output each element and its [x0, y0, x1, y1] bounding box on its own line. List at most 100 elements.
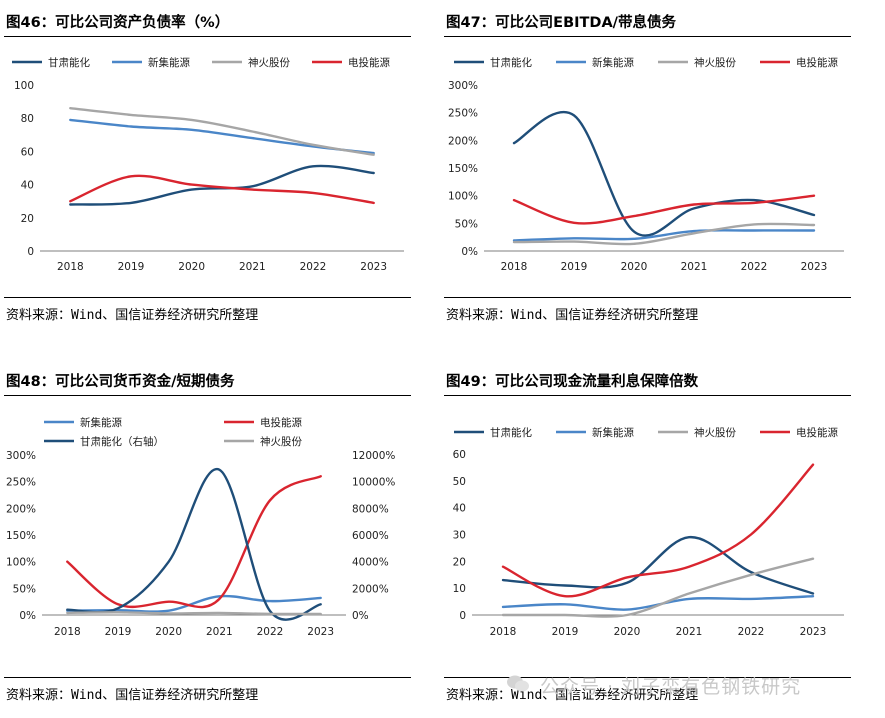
x-tick-label: 2023	[801, 261, 828, 273]
chart-title: 图48：可比公司货币资金/短期债务	[6, 374, 235, 390]
x-tick-label: 2018	[490, 626, 517, 638]
legend-item: 新集能源	[44, 416, 122, 429]
series-line-diantou	[501, 463, 815, 598]
y-tick-label: 0%	[461, 246, 478, 258]
y-tick-label: 300%	[448, 80, 478, 92]
legend-item: 神火股份	[212, 56, 290, 69]
legend-item: 甘肃能化（右轴）	[44, 435, 164, 448]
y-tick-label: 0%	[19, 610, 36, 622]
legend-label: 电投能源	[796, 426, 838, 439]
legend-label: 新集能源	[592, 426, 634, 439]
legend-item: 神火股份	[658, 426, 736, 439]
legend-label: 神火股份	[694, 56, 736, 69]
series-line-gansu	[501, 535, 815, 595]
series-line-xinji	[501, 595, 815, 611]
x-tick-label: 2023	[307, 626, 334, 638]
x-tick-label: 2021	[239, 261, 266, 273]
legend-label: 电投能源	[348, 56, 390, 69]
legend-item: 新集能源	[556, 426, 634, 439]
chart-source: 资料来源：Wind、国信证券经济研究所整理	[6, 308, 259, 323]
y-tick-label: 100%	[6, 557, 36, 569]
x-tick-label: 2021	[206, 626, 233, 638]
legend-label: 甘肃能化	[48, 56, 90, 69]
x-tick-label: 2022	[300, 261, 327, 273]
x-tick-label: 2020	[178, 261, 205, 273]
chart-source: 资料来源：Wind、国信证券经济研究所整理	[6, 688, 259, 703]
chart-source: 资料来源：Wind、国信证券经济研究所整理	[446, 688, 699, 703]
legend-item: 电投能源	[312, 56, 390, 69]
series-line-shenhuo	[501, 557, 815, 618]
chart-title: 图49：可比公司现金流量利息保障倍数	[446, 374, 699, 390]
y-tick-label: 60	[453, 449, 466, 461]
x-tick-label: 2022	[741, 261, 768, 273]
legend-item: 新集能源	[556, 56, 634, 69]
legend-item: 电投能源	[760, 426, 838, 439]
y-tick-label: 200%	[6, 503, 36, 515]
x-tick-label: 2021	[676, 626, 703, 638]
y2-tick-label: 0%	[352, 610, 369, 622]
bottom-rule	[4, 677, 411, 678]
series-line-shenhuo	[66, 611, 322, 616]
series-line-diantou	[512, 194, 816, 225]
y-tick-label: 100%	[448, 191, 478, 203]
x-tick-label: 2022	[738, 626, 765, 638]
y2-tick-label: 6000%	[352, 530, 389, 542]
top-rule	[444, 36, 851, 37]
legend-label: 甘肃能化	[490, 56, 532, 69]
series-line-xinji	[66, 594, 322, 613]
x-tick-label: 2019	[118, 261, 145, 273]
top-rule	[444, 395, 851, 396]
x-tick-label: 2019	[552, 626, 579, 638]
bottom-rule	[4, 297, 411, 298]
y-tick-label: 0	[459, 610, 466, 622]
chart-plot: 甘肃能化 新集能源 神火股份 电投能源 0 20 40 60 80 100 2018 2019 2020…	[12, 56, 404, 273]
y-tick-label: 0	[27, 246, 34, 258]
y-tick-label: 30	[453, 530, 466, 542]
y-tick-label: 20	[453, 556, 466, 568]
y2-tick-label: 8000%	[352, 503, 389, 515]
watermark: 公众号 · 刘子栾有色钢铁研究	[540, 676, 802, 698]
x-tick-label: 2023	[360, 261, 387, 273]
chart-panel-ebitda-debt: 图47：可比公司EBITDA/带息债务 甘肃能化 新集能源 神火股份 电投能源 0% 50…	[444, 0, 881, 359]
legend-item: 电投能源	[760, 56, 838, 69]
x-tick-label: 2021	[681, 261, 708, 273]
x-tick-label: 2019	[561, 261, 588, 273]
bottom-rule	[444, 297, 851, 298]
y-tick-label: 300%	[6, 450, 36, 462]
y-tick-label: 40	[453, 503, 466, 515]
y-tick-label: 80	[21, 113, 34, 125]
chart-source: 资料来源：Wind、国信证券经济研究所整理	[446, 308, 699, 323]
series-line-shenhuo	[69, 107, 375, 156]
chart-title: 图46：可比公司资产负债率（%）	[6, 15, 230, 31]
x-tick-label: 2023	[800, 626, 827, 638]
series-line-gansu	[66, 468, 322, 621]
legend-item: 甘肃能化	[12, 56, 90, 69]
legend-item: 神火股份	[224, 435, 302, 448]
chart-plot: 甘肃能化 新集能源 神火股份 电投能源 0 10 20 30 40 50 60 2018 2019 202…	[453, 426, 844, 638]
y2-tick-label: 2000%	[352, 583, 389, 595]
y-tick-label: 150%	[448, 163, 478, 175]
legend-item: 电投能源	[224, 416, 302, 429]
x-tick-label: 2020	[614, 626, 641, 638]
chart-plot: 甘肃能化 新集能源 神火股份 电投能源 0% 50% 100% 150% 200% 250% 300…	[448, 56, 844, 273]
series-line-xinji	[512, 229, 816, 242]
legend-label: 电投能源	[796, 56, 838, 69]
chart-panel-interest-coverage: 图49：可比公司现金流量利息保障倍数 甘肃能化 新集能源 神火股份 电投能源 0 10 20…	[444, 359, 881, 718]
legend-label: 甘肃能化（右轴）	[80, 435, 164, 448]
y2-tick-label: 12000%	[352, 450, 395, 462]
series-line-diantou	[66, 475, 322, 609]
x-tick-label: 2022	[257, 626, 284, 638]
y-tick-label: 10	[453, 583, 466, 595]
series-line-diantou	[69, 174, 375, 205]
y-tick-label: 50	[453, 476, 466, 488]
y-tick-label: 150%	[6, 530, 36, 542]
legend-label: 新集能源	[148, 56, 190, 69]
top-rule	[4, 36, 411, 37]
bottom-rule	[444, 677, 851, 678]
legend-label: 电投能源	[260, 416, 302, 429]
legend-label: 甘肃能化	[490, 426, 532, 439]
y2-tick-label: 10000%	[352, 477, 395, 489]
legend-item: 神火股份	[658, 56, 736, 69]
x-tick-label: 2019	[105, 626, 132, 638]
